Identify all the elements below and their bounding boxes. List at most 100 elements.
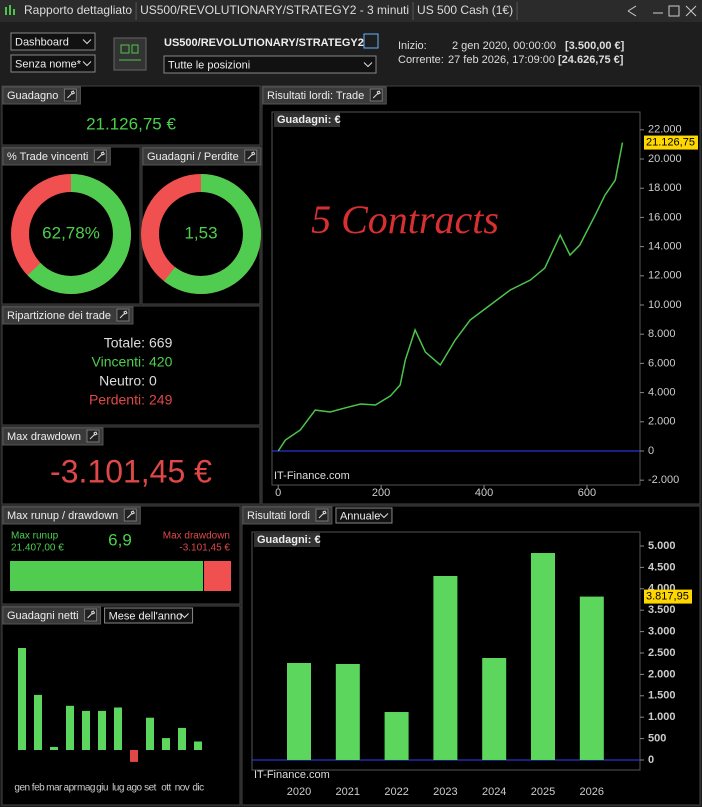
dropdown[interactable] [104, 607, 194, 624]
y-tick-label: 14.000 [648, 241, 682, 253]
last-value-box [644, 135, 698, 150]
month-bar [162, 738, 170, 750]
annotation: 5 Contracts [311, 197, 499, 242]
trade-row-label: Totale: [104, 335, 145, 351]
trade-row-label: Perdenti: [89, 392, 145, 408]
x-tick-label: 2020 [287, 786, 311, 798]
dropdown-label: Dashboard [15, 36, 69, 48]
window-buttons [627, 5, 697, 17]
donut-arc [141, 174, 261, 294]
month-bar [178, 727, 186, 750]
last-value-label: 3.817,95 [646, 590, 689, 602]
wrench-icon [89, 431, 98, 440]
trade-row-value: 0 [149, 373, 157, 389]
wrench-icon [372, 90, 381, 99]
dropdown[interactable] [10, 32, 96, 51]
x-tick-label: 400 [475, 487, 493, 499]
panel-title: Guadagni netti [7, 610, 79, 622]
x-tick-label: 2023 [433, 786, 457, 798]
title-tab[interactable]: US500/REVOLUTIONARY/STRATEGY2 - 3 minuti [140, 3, 409, 17]
runup-bar [10, 561, 204, 591]
trade-row-value: 669 [149, 335, 173, 351]
panel-header [142, 147, 262, 166]
y-tick-label: 6.000 [648, 357, 676, 369]
trade-row-value: 249 [149, 392, 173, 408]
runup-value: 21.407,00 € [11, 543, 64, 554]
panel-title: Guadagno [7, 90, 58, 102]
runup-ratio: 6,9 [108, 530, 132, 549]
watermark: IT-Finance.com [274, 470, 350, 482]
axis-label-box [274, 113, 340, 127]
panel [1, 305, 261, 426]
wrench-icon [87, 610, 96, 619]
y-tick-label: 18.000 [648, 182, 682, 194]
panel-header [2, 306, 134, 325]
y-tick-label: 22.000 [648, 124, 682, 136]
month-bar [98, 710, 106, 750]
month-label: mag [77, 783, 95, 794]
month-bar [34, 694, 42, 750]
panel-header [2, 506, 141, 525]
panel-title: Risultati lordi: Trade [267, 90, 364, 102]
y-tick-label: 20.000 [648, 153, 682, 165]
y-tick-label: 2.000 [648, 416, 676, 428]
drawdown-label: Max drawdown [163, 531, 230, 542]
dropdown[interactable] [335, 507, 393, 524]
trade-row-label: Vincenti: [92, 354, 145, 370]
wrench-icon [126, 510, 135, 519]
x-tick-label: 200 [372, 487, 390, 499]
y-tick-label: 0 [648, 445, 654, 457]
y-tick-label: 1.500 [648, 690, 676, 702]
axis-label: Guadagni: € [277, 114, 341, 126]
month-label: ott [161, 783, 171, 794]
month-bar [18, 648, 26, 750]
dropdown-arrow [82, 39, 92, 45]
app-icon [5, 5, 15, 15]
year-bar [579, 596, 604, 760]
y-tick-label: 3.500 [648, 604, 676, 616]
dropdown[interactable] [163, 55, 377, 74]
dropdown-arrow [82, 61, 92, 67]
dropdown-label: Senza nome* [15, 58, 82, 70]
x-tick-label: 2026 [580, 786, 604, 798]
drawdown-value: -3.101,45 € [50, 453, 212, 489]
month-bar [114, 707, 122, 750]
watermark: IT-Finance.com [254, 769, 330, 781]
y-tick-label: 8.000 [648, 328, 676, 340]
equity-line [277, 142, 624, 452]
y-tick-label: 0 [648, 754, 654, 766]
wrench-icon [119, 310, 128, 319]
dropdown[interactable] [10, 54, 96, 73]
wrench-icon [247, 151, 256, 160]
panel-header [2, 606, 102, 625]
y-tick-label: 2.500 [648, 647, 676, 659]
dropdown-label: Annuale [340, 510, 380, 522]
month-bar [146, 717, 154, 750]
title-tab[interactable]: Rapporto dettagliato [24, 3, 132, 17]
y-tick-label: 2.000 [648, 668, 676, 680]
drawdown-bar [204, 561, 231, 591]
dropdown-label: Mese dell'anno [109, 610, 183, 622]
y-tick-label: 10.000 [648, 299, 682, 311]
info-label: Corrente: [398, 54, 444, 66]
year-bar [433, 575, 458, 760]
month-label: mar [46, 783, 63, 794]
month-label: lug [112, 783, 124, 794]
y-tick-label: -2.000 [648, 474, 679, 486]
last-value-label: 21.126,75 [646, 136, 695, 148]
month-label: nov [175, 783, 190, 794]
last-value-box [644, 589, 692, 604]
wrench-icon [318, 510, 327, 519]
info-date: 2 gen 2020, 00:00:00 [452, 40, 556, 52]
month-label: feb [32, 783, 45, 794]
month-bar [194, 741, 202, 750]
year-bar [335, 663, 360, 760]
month-label: gen [14, 783, 29, 794]
drawdown-value: -3.101,45 € [179, 543, 230, 554]
title-tab[interactable]: US 500 Cash (1€) [417, 3, 513, 17]
donut-arc [11, 174, 131, 294]
y-tick-label: 16.000 [648, 211, 682, 223]
x-tick-label: 2022 [384, 786, 408, 798]
panel-title: Max runup / drawdown [7, 510, 118, 522]
